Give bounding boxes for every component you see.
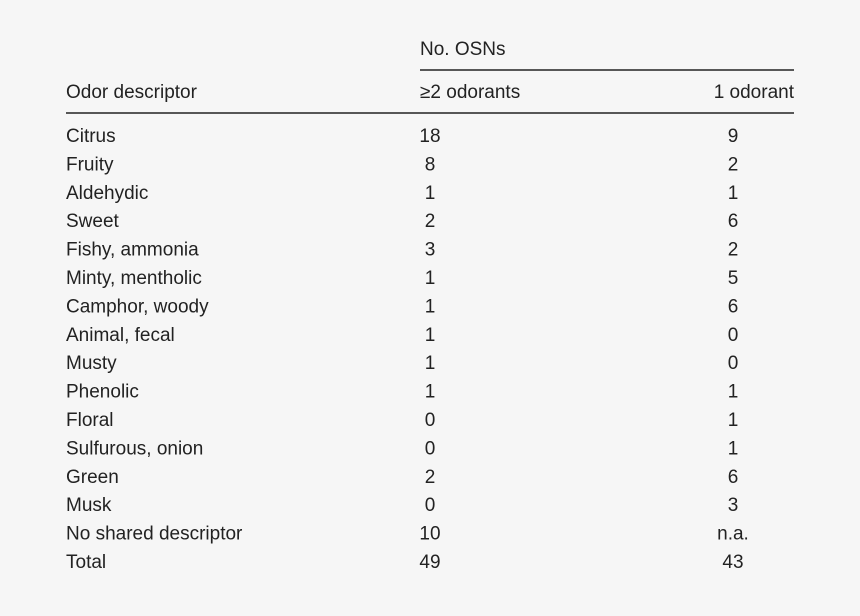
cell-value: 6 <box>728 211 739 232</box>
column-header: 1 odorant <box>714 82 795 103</box>
cell-value: 2 <box>425 467 436 488</box>
cell-value: 2 <box>728 154 739 175</box>
cell-value: 1 <box>728 438 739 459</box>
cell-value: 8 <box>425 154 436 175</box>
cell-value: 2 <box>728 240 739 261</box>
row-label: Sweet <box>66 211 120 232</box>
row-label: No shared descriptor <box>66 524 243 545</box>
row-label: Floral <box>66 410 114 431</box>
cell-value: 0 <box>425 495 436 516</box>
row-label: Phenolic <box>66 382 139 403</box>
row-label: Aldehydic <box>66 183 148 204</box>
cell-value: 3 <box>425 240 436 261</box>
cell-value: 1 <box>728 183 739 204</box>
cell-value: 5 <box>728 268 739 289</box>
row-label: Fruity <box>66 154 114 175</box>
group-header: No. OSNs <box>420 39 506 60</box>
cell-value: 1 <box>425 382 436 403</box>
cell-value: 6 <box>728 467 739 488</box>
row-label: Fishy, ammonia <box>66 240 199 261</box>
cell-value: 0 <box>728 353 739 374</box>
cell-value: 1 <box>425 325 436 346</box>
cell-value: 18 <box>419 126 440 147</box>
row-label: Green <box>66 467 119 488</box>
cell-value: 0 <box>425 410 436 431</box>
cell-value: 6 <box>728 296 739 317</box>
row-label: Sulfurous, onion <box>66 438 203 459</box>
row-label: Musty <box>66 353 117 374</box>
row-label: Minty, mentholic <box>66 268 202 289</box>
cell-value: 0 <box>425 438 436 459</box>
cell-value: n.a. <box>717 524 749 545</box>
cell-value: 1 <box>728 382 739 403</box>
row-label: Animal, fecal <box>66 325 175 346</box>
cell-value: 0 <box>728 325 739 346</box>
cell-value: 43 <box>722 552 743 573</box>
cell-value: 1 <box>425 353 436 374</box>
column-header: Odor descriptor <box>66 82 198 103</box>
cell-value: 49 <box>419 552 440 573</box>
cell-value: 1 <box>728 410 739 431</box>
cell-value: 1 <box>425 183 436 204</box>
cell-value: 10 <box>419 524 440 545</box>
cell-value: 9 <box>728 126 739 147</box>
cell-value: 1 <box>425 268 436 289</box>
row-label: Musk <box>66 495 112 516</box>
row-label: Citrus <box>66 126 116 147</box>
row-label: Total <box>66 552 106 573</box>
column-header: ≥2 odorants <box>420 82 520 103</box>
cell-value: 3 <box>728 495 739 516</box>
cell-value: 2 <box>425 211 436 232</box>
row-label: Camphor, woody <box>66 296 209 317</box>
cell-value: 1 <box>425 296 436 317</box>
